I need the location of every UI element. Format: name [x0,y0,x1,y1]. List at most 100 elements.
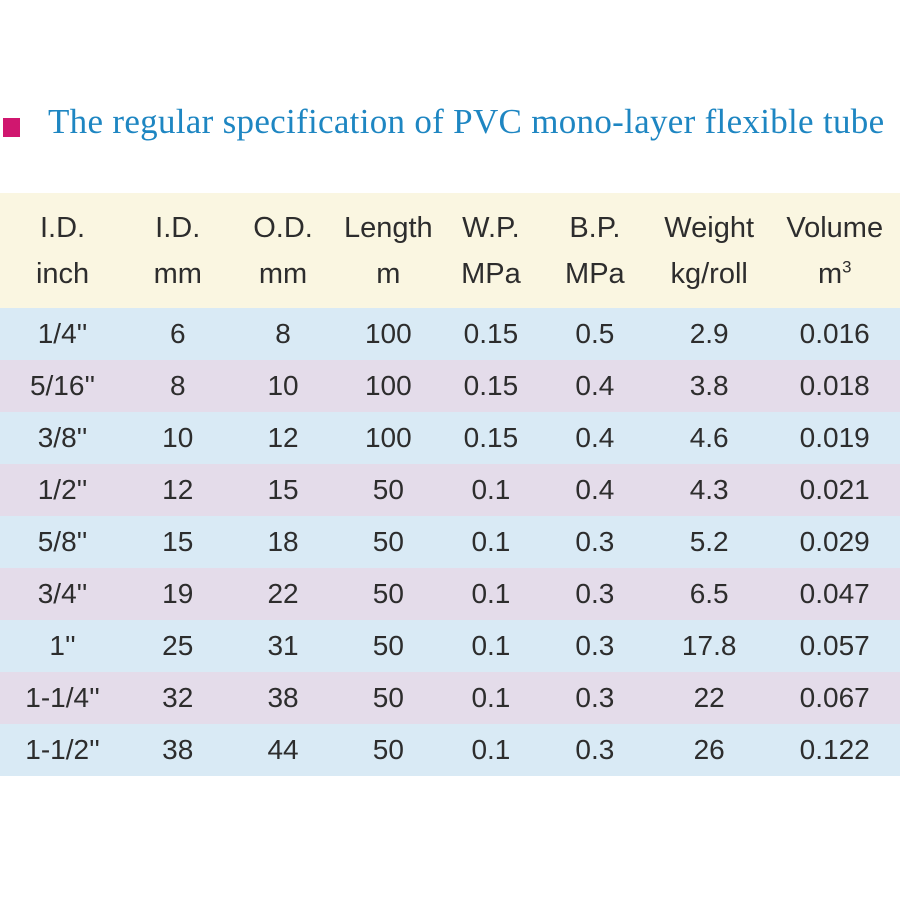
table-cell: 50 [372,734,404,765]
table-row: 3/4'' 19 22 50 0.1 0.3 6.5 0.047 [0,568,900,620]
table-cell: 3/4'' [37,578,88,609]
table-cell: 10 [162,422,194,453]
column-header-line2: inch [35,257,90,290]
table-cell: 0.15 [463,370,519,401]
column-header-line2: MPa [461,257,521,290]
table-header: I.D. inch I.D. mm O.D. mm Length m W.P. MPa B.P. MP… [0,193,900,308]
column-header-line2: MPa [565,257,625,290]
column-header: I.D. mm [125,205,230,297]
table-cell: 0.3 [575,734,615,765]
table-cell: 0.3 [575,630,615,661]
column-header-line1: Length [343,211,433,244]
table-row: 1/2'' 12 15 50 0.1 0.4 4.3 0.021 [0,464,900,516]
table-cell: 0.1 [471,526,511,557]
column-header-line2: m3 [817,256,852,290]
table-cell: 19 [162,578,194,609]
table-cell: 8 [275,318,291,349]
table-cell: 0.1 [471,578,511,609]
table-cell: 50 [372,474,404,505]
table-cell: 25 [162,630,194,661]
table-cell: 15 [162,526,194,557]
table-cell: 0.1 [471,474,511,505]
column-header: W.P. MPa [441,205,541,297]
table-cell: 0.15 [463,318,519,349]
table-cell: 3.8 [689,370,729,401]
table-cell: 22 [267,578,299,609]
table-cell: 0.15 [463,422,519,453]
column-header-line2: kg/roll [670,257,748,290]
table-cell: 0.5 [575,318,615,349]
table-cell: 0.047 [799,578,870,609]
table-cell: 44 [267,734,299,765]
table-cell: 1-1/4'' [25,682,100,713]
table-cell: 8 [169,370,186,401]
column-header-line1: W.P. [462,211,520,244]
table-cell: 0.1 [471,630,511,661]
table-cell: 0.1 [471,734,511,765]
table-cell: 100 [364,318,412,349]
table-cell: 2.9 [689,318,729,349]
spec-table: I.D. inch I.D. mm O.D. mm Length m W.P. MPa B.P. MP… [0,193,900,776]
table-cell: 0.4 [575,422,615,453]
table-cell: 3/8'' [37,422,88,453]
table-row: 1-1/4'' 32 38 50 0.1 0.3 22 0.067 [0,672,900,724]
table-cell: 0.1 [471,682,511,713]
table-cell: 0.016 [799,318,870,349]
table-cell: 0.057 [799,630,870,661]
table-cell: 0.019 [799,422,870,453]
column-header-line2: mm [153,257,202,290]
table-cell: 0.067 [799,682,870,713]
column-header-line1: I.D. [155,211,201,244]
column-header: I.D. inch [0,205,125,297]
table-cell: 32 [162,682,194,713]
table-cell: 15 [267,474,299,505]
page-title-section: The regular specification of PVC mono-la… [0,102,900,142]
table-cell: 4.6 [689,422,729,453]
column-header-line2: m [376,257,401,290]
table-cell: 50 [372,578,404,609]
table-cell: 38 [162,734,194,765]
table-row: 3/8'' 10 12 100 0.15 0.4 4.6 0.019 [0,412,900,464]
table-cell: 0.3 [575,578,615,609]
column-header-line1: Weight [664,211,755,244]
table-cell: 17.8 [681,630,737,661]
column-header-line1: I.D. [39,211,86,244]
table-cell: 38 [267,682,299,713]
table-row: 5/16'' 8 10 100 0.15 0.4 3.8 0.018 [0,360,900,412]
table-cell: 0.122 [799,734,870,765]
table-cell: 12 [267,422,299,453]
table-cell: 1-1/2'' [25,734,100,765]
table-cell: 0.3 [575,682,615,713]
column-header-line1: O.D. [253,211,313,244]
table-cell: 10 [267,370,299,401]
table-cell: 50 [372,682,404,713]
table-cell: 0.4 [575,474,615,505]
table-cell: 50 [372,526,404,557]
table-cell: 5/16'' [29,370,96,401]
table-cell: 12 [162,474,194,505]
table-cell: 4.3 [689,474,729,505]
column-header-line1: B.P. [569,211,621,244]
table-cell: 1/4'' [37,318,88,349]
table-cell: 5/8'' [37,526,88,557]
table-cell: 26 [693,734,725,765]
table-cell: 22 [693,682,725,713]
table-cell: 5.2 [689,526,729,557]
table-row: 1'' 25 31 50 0.1 0.3 17.8 0.057 [0,620,900,672]
table-cell: 0.4 [575,370,615,401]
column-header: Weight kg/roll [649,205,770,297]
column-header: Volume m3 [769,205,900,297]
column-header: Length m [336,205,441,297]
table-row: 1/4'' 6 8 100 0.15 0.5 2.9 0.016 [0,308,900,360]
column-header-line2: mm [258,257,308,290]
table-cell: 0.029 [799,526,870,557]
bullet-square-icon [3,117,20,137]
table-row: 1-1/2'' 38 44 50 0.1 0.3 26 0.122 [0,724,900,776]
column-header: O.D. mm [230,205,335,297]
page-title: The regular specification of PVC mono-la… [48,102,885,141]
table-body: 1/4'' 6 8 100 0.15 0.5 2.9 0.016 5/16'' 8 10 100 0.1… [0,308,900,776]
table-cell: 100 [364,370,412,401]
table-row: 5/8'' 15 18 50 0.1 0.3 5.2 0.029 [0,516,900,568]
table-cell: 0.021 [799,474,870,505]
